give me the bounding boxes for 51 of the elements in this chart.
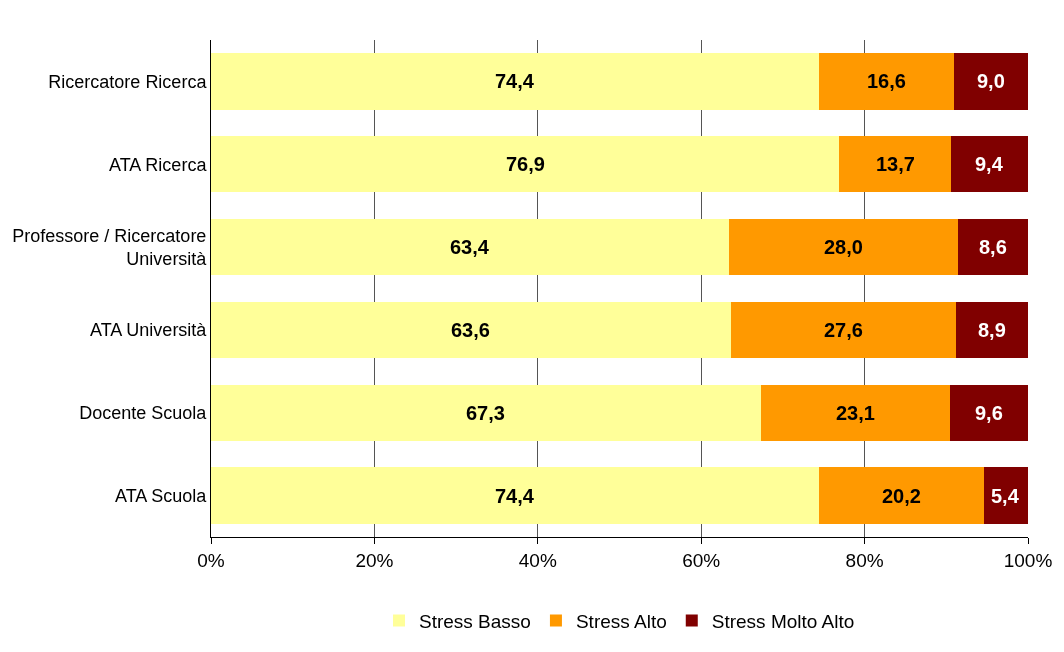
- x-tick-label: 60%: [682, 549, 721, 571]
- bar: [211, 467, 819, 524]
- data-label: 23,1: [836, 402, 875, 424]
- bar: [951, 136, 1028, 193]
- data-label: 74,4: [495, 70, 535, 92]
- bar: [211, 136, 840, 193]
- y-tick-label: ATA Università: [90, 320, 208, 341]
- y-tick-label: Professore / Ricercatore Università: [12, 225, 208, 270]
- x-tick-label: 100%: [1003, 549, 1053, 571]
- data-label: 8,9: [978, 319, 1006, 341]
- bar: [211, 301, 731, 359]
- y-tick-label: ATA Ricerca: [109, 154, 208, 175]
- y-tick-label: Docente Scuola: [79, 403, 208, 424]
- bar: [954, 53, 1028, 110]
- bar: [839, 136, 952, 193]
- data-label: 27,6: [824, 319, 863, 341]
- y-tick-label: Ricercatore Ricerca: [48, 71, 208, 92]
- bar: [760, 384, 950, 441]
- data-label: 76,9: [506, 153, 545, 175]
- data-label: 74,4: [495, 485, 535, 507]
- data-label: 13,7: [876, 153, 915, 175]
- data-label: 63,4: [450, 236, 490, 258]
- x-tick-label: 20%: [355, 549, 394, 571]
- data-label: 16,6: [867, 70, 906, 92]
- bar: [818, 53, 955, 110]
- bar: [728, 218, 958, 276]
- legend-label: Stress Alto: [575, 610, 667, 632]
- data-label: 5,4: [991, 485, 1020, 507]
- data-label: 67,3: [466, 402, 505, 424]
- data-label: 9,6: [975, 402, 1003, 424]
- bar: [818, 467, 984, 524]
- data-label: 9,0: [977, 70, 1005, 92]
- y-tick-label: ATA Scuola: [115, 485, 208, 506]
- x-tick-label: 80%: [845, 549, 884, 571]
- bar: [956, 301, 1028, 359]
- data-label: 9,4: [975, 153, 1004, 175]
- data-label: 28,0: [824, 236, 863, 258]
- bar: [211, 53, 819, 110]
- legend-label: Stress Basso: [419, 610, 531, 632]
- bar: [730, 301, 957, 359]
- data-label: 63,6: [451, 319, 490, 341]
- bar: [949, 384, 1028, 441]
- bar: [211, 384, 761, 441]
- bar: [211, 218, 729, 276]
- data-label: 8,6: [979, 236, 1007, 258]
- legend-label: Stress Molto Alto: [711, 610, 855, 632]
- bar: [957, 218, 1028, 276]
- x-tick-label: 0%: [197, 549, 225, 571]
- data-label: 20,2: [882, 485, 921, 507]
- bar: [983, 467, 1028, 524]
- x-tick-label: 40%: [518, 549, 557, 571]
